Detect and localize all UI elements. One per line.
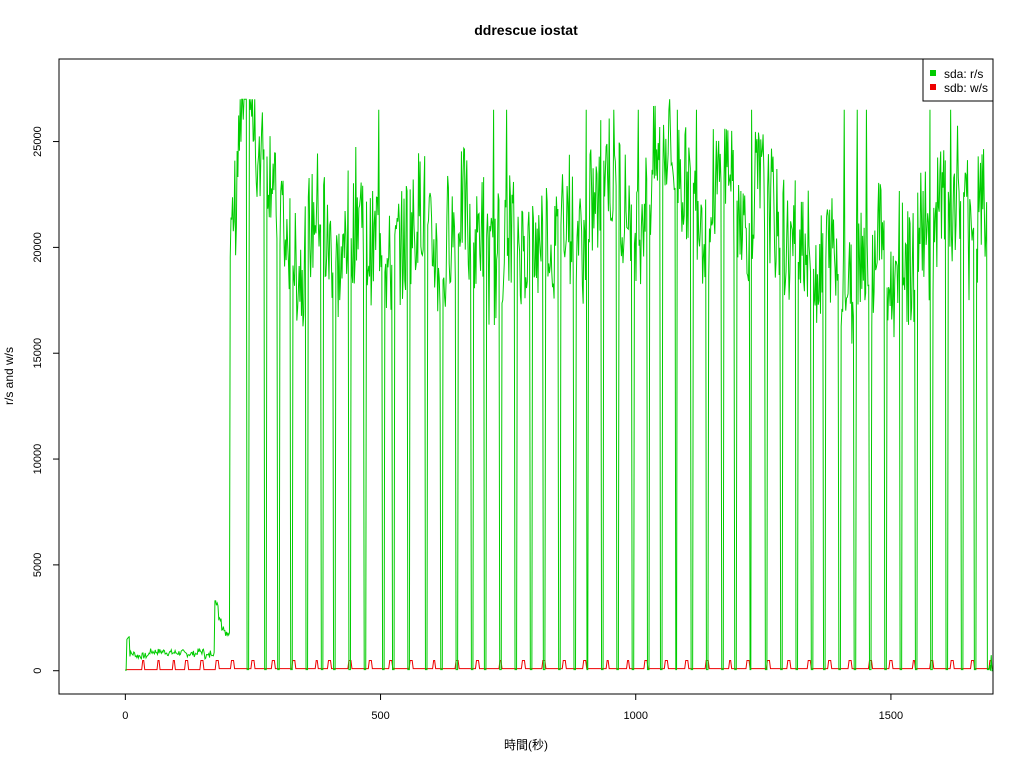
chart-title: ddrescue iostat bbox=[474, 22, 578, 38]
legend-box bbox=[922, 58, 994, 102]
y-tick-label: 15000 bbox=[32, 338, 44, 369]
y-tick-label: 25000 bbox=[32, 126, 44, 157]
y-axis-label: r/s and w/s bbox=[2, 347, 16, 405]
legend-label-sdb: sdb: w/s bbox=[944, 81, 988, 95]
y-tick-label: 0 bbox=[32, 668, 44, 674]
x-tick-label: 0 bbox=[122, 710, 128, 722]
y-tick-label: 10000 bbox=[32, 444, 44, 475]
legend-swatch-sda bbox=[930, 70, 936, 76]
y-tick-label: 20000 bbox=[32, 232, 44, 263]
x-tick-label: 1000 bbox=[623, 710, 647, 722]
x-axis-label: 時間(秒) bbox=[504, 738, 548, 752]
legend-swatch-sdb bbox=[930, 84, 936, 90]
x-tick-label: 1500 bbox=[879, 710, 903, 722]
plot-area bbox=[125, 98, 993, 672]
legend: sda: r/s sdb: w/s bbox=[922, 58, 994, 102]
legend-label-sda: sda: r/s bbox=[944, 67, 983, 81]
x-tick-label: 500 bbox=[371, 710, 389, 722]
series-line-sda bbox=[125, 98, 993, 672]
y-tick-label: 5000 bbox=[32, 553, 44, 577]
series-line-sdb bbox=[125, 660, 993, 671]
